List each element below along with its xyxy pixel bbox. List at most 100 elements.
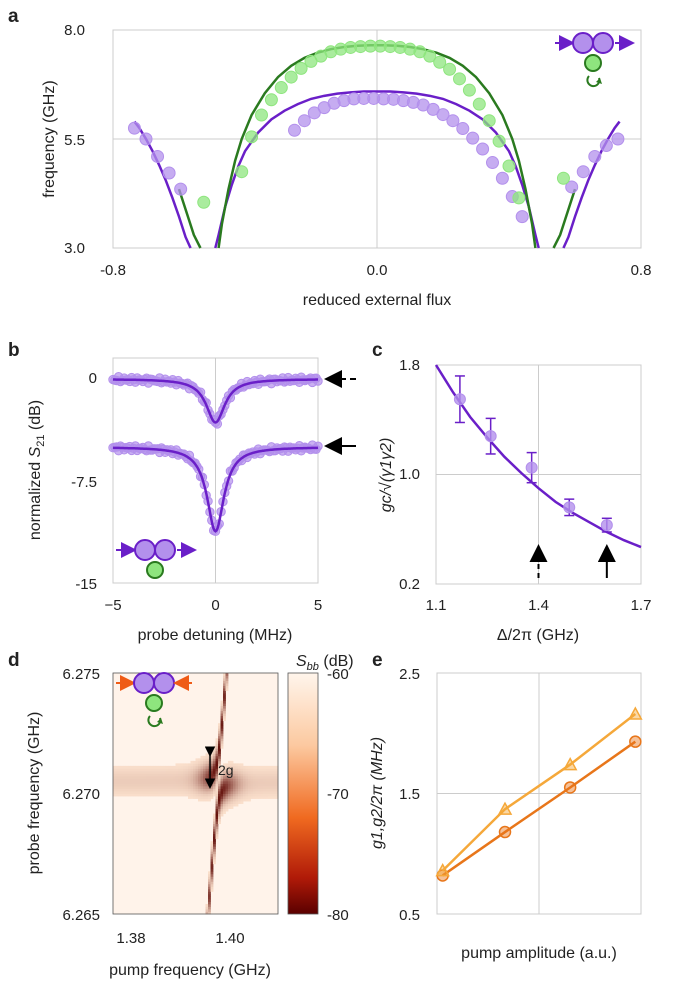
- fit-line-b: [112, 446, 319, 533]
- heatmap-cell: [265, 785, 269, 789]
- heatmap-cell: [220, 798, 224, 802]
- heatmap-cell: [138, 788, 141, 792]
- heatmap-cell: [193, 773, 196, 777]
- heatmap-cell: [253, 775, 256, 779]
- heatmap-cell: [115, 793, 119, 797]
- heatmap-cell: [180, 780, 184, 784]
- heatmap-cell: [218, 798, 221, 802]
- data-point-a-purple: [174, 182, 188, 196]
- heatmap-cell: [225, 775, 229, 779]
- panel-a: a 8.0 5.5 3.0 -0.8 0.0 0.8 reduced exter…: [8, 6, 651, 309]
- heatmap-cell: [203, 796, 206, 799]
- heatmap-cell: [220, 801, 224, 804]
- heatmap-cell: [148, 785, 151, 789]
- heatmap-cell: [118, 780, 121, 784]
- heatmap-cell: [195, 760, 199, 764]
- fit-line-a-green: [177, 188, 202, 249]
- heatmap-cell: [220, 713, 224, 717]
- heatmap-cell: [218, 788, 221, 792]
- fit-line-a-green: [552, 188, 577, 249]
- data-point-a-purple: [599, 139, 613, 153]
- heatmap-cell: [145, 788, 149, 792]
- heatmap-cell: [163, 780, 166, 784]
- heatmap-cell: [198, 773, 201, 777]
- heatmap-cell: [148, 775, 151, 779]
- heatmap-cell: [263, 773, 266, 777]
- heatmap-cell: [190, 790, 194, 794]
- heatmap-cell: [258, 796, 261, 799]
- heatmap-cell: [113, 773, 116, 777]
- heatmap-cell: [160, 790, 164, 794]
- data-point-a-green: [294, 61, 308, 75]
- data-point-a-green: [502, 159, 516, 173]
- heatmap-cell: [238, 773, 241, 777]
- heatmap-cell: [215, 775, 219, 779]
- heatmap-cell: [228, 801, 231, 804]
- heatmap-cell: [258, 773, 261, 777]
- heatmap-cell: [218, 723, 221, 727]
- heatmap-cell: [250, 768, 254, 772]
- heatmap-cell: [125, 790, 129, 794]
- heatmap-cell: [233, 773, 236, 777]
- heatmap-cell: [158, 783, 161, 787]
- heatmap-cell: [215, 758, 219, 762]
- heatmap-cell: [205, 783, 209, 787]
- heatmap-cell: [240, 778, 244, 782]
- heatmap-cell: [195, 778, 199, 782]
- heatmap-cell: [255, 793, 259, 797]
- heatmap-cell: [215, 750, 219, 754]
- heatmap-cell: [245, 773, 249, 777]
- heatmap-cell: [223, 775, 226, 779]
- heatmap-cell: [228, 796, 231, 799]
- heatmap-cell: [253, 765, 256, 769]
- heatmap-cell: [115, 768, 119, 772]
- heatmap-cell: [225, 806, 229, 809]
- heatmap-cell: [130, 790, 134, 794]
- panel-label-a: a: [8, 6, 19, 27]
- data-point-a-green: [462, 83, 476, 97]
- heatmap-cell: [135, 793, 139, 797]
- heatmap-cell: [230, 796, 234, 799]
- xlabel-c: Δ/2π (GHz): [497, 627, 579, 644]
- heatmap-cell: [205, 903, 209, 907]
- heatmap-cell: [210, 783, 214, 787]
- heatmap-cell: [275, 775, 279, 779]
- heatmap-cell: [270, 768, 274, 772]
- heatmap-cell: [168, 778, 171, 782]
- heatmap-cell: [118, 788, 121, 792]
- heatmap-cell: [155, 783, 159, 787]
- heatmap-cell: [243, 780, 246, 784]
- data-point-e-g2: [435, 863, 450, 877]
- heatmap-cell: [275, 770, 279, 774]
- heatmap-cell: [165, 770, 169, 774]
- heatmap-cell: [140, 793, 144, 797]
- colorbar-label-unit: (dB): [319, 653, 354, 670]
- heatmap-cell: [198, 778, 201, 782]
- heatmap-cell: [163, 790, 166, 794]
- heatmap-cell: [175, 773, 179, 777]
- heatmap-cell: [263, 785, 266, 789]
- ylabel-b-sym: S: [27, 446, 44, 457]
- heatmap-cell: [213, 828, 216, 832]
- heatmap-cell: [243, 773, 246, 777]
- heatmap-cell: [153, 775, 156, 779]
- heatmap-cell: [218, 816, 221, 820]
- heatmap-cell: [225, 801, 229, 804]
- heatmap-cell: [138, 785, 141, 789]
- heatmap-cell: [245, 796, 249, 799]
- heatmap-cell: [270, 770, 274, 774]
- heatmap-cell: [180, 763, 184, 767]
- heatmap-cell: [198, 793, 201, 797]
- heatmap-cell: [258, 788, 261, 792]
- heatmap-cell: [170, 785, 174, 789]
- heatmap-cell: [160, 775, 164, 779]
- heatmap-cell: [233, 788, 236, 792]
- heatmap-cell: [218, 760, 221, 764]
- heatmap-cell: [240, 780, 244, 784]
- heatmap-cell: [275, 780, 279, 784]
- heatmap-cell: [205, 908, 209, 912]
- heatmap-cell: [238, 796, 241, 799]
- heatmap-cell: [155, 780, 159, 784]
- heatmap-cell: [218, 763, 221, 767]
- heatmap-cell: [273, 783, 276, 787]
